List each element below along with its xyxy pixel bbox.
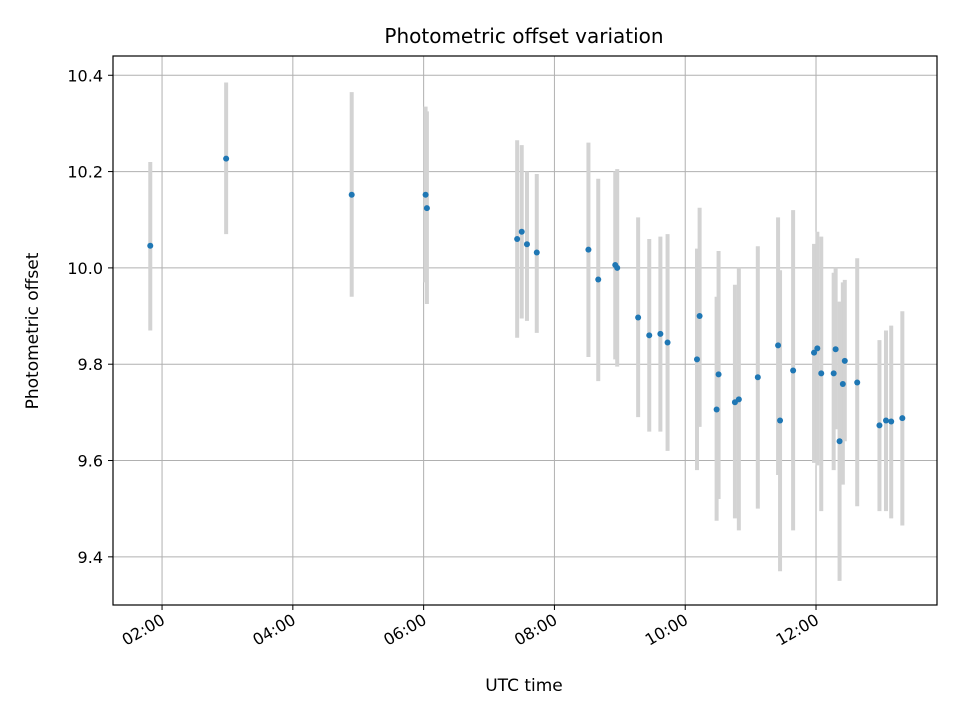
data-point [422, 191, 429, 198]
data-point [657, 330, 664, 337]
data-point [646, 332, 653, 339]
y-tick-label: 9.8 [78, 355, 103, 374]
data-point [423, 205, 430, 212]
plot-frame [112, 55, 938, 606]
data-point [841, 357, 848, 364]
data-point [693, 356, 700, 363]
data-point [713, 406, 720, 413]
data-point [790, 367, 797, 374]
y-axis-ticks: 9.4 9.6 9.8 10.0 10.2 10.4 [67, 66, 113, 567]
data-point [832, 346, 839, 353]
data-point [735, 396, 742, 403]
data-point [518, 228, 525, 235]
data-point [876, 422, 883, 429]
data-point [882, 417, 889, 424]
data-point [664, 339, 671, 346]
data-point [775, 342, 782, 349]
data-point [777, 417, 784, 424]
data-point [811, 349, 818, 356]
data-point [854, 379, 861, 386]
data-point [830, 370, 837, 377]
data-point [147, 242, 154, 249]
y-tick-label: 10.0 [67, 259, 103, 278]
x-axis-label: UTC time [485, 676, 563, 696]
data-point [899, 415, 906, 422]
data-point [836, 438, 843, 445]
data-point [635, 314, 642, 321]
data-point [754, 374, 761, 381]
y-tick-label: 9.4 [78, 548, 103, 567]
data-point [814, 345, 821, 352]
y-tick-label: 10.4 [67, 66, 103, 85]
data-point [523, 241, 530, 248]
data-point [585, 246, 592, 253]
data-point [818, 370, 825, 377]
y-axis-label: Photometric offset [23, 252, 43, 409]
data-point [348, 191, 355, 198]
data-point [595, 276, 602, 283]
y-tick-label: 10.2 [67, 163, 103, 182]
chart-title: Photometric offset variation [384, 24, 663, 48]
data-point [715, 371, 722, 378]
data-point [888, 418, 895, 425]
data-point [839, 380, 846, 387]
data-point [696, 313, 703, 320]
y-tick-label: 9.6 [78, 452, 103, 471]
data-point [514, 236, 521, 242]
data-points [147, 155, 906, 445]
data-point [223, 155, 230, 162]
data-point [533, 249, 540, 256]
data-point [614, 264, 621, 271]
